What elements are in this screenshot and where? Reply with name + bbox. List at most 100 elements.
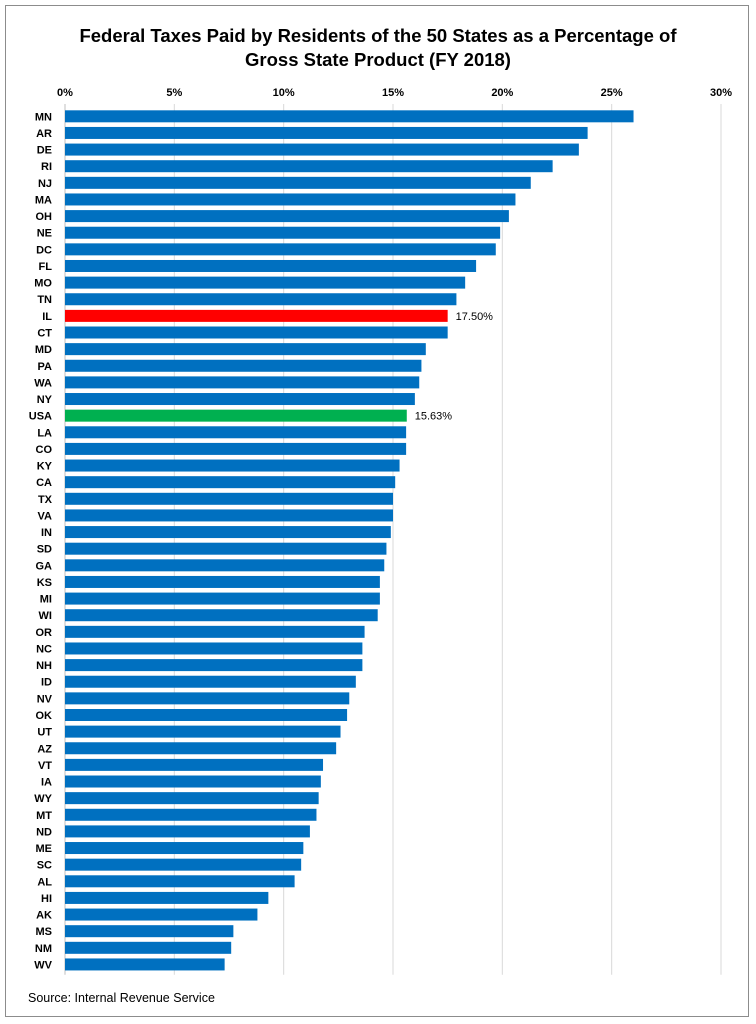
- bar: [65, 293, 457, 306]
- bar: [65, 925, 234, 938]
- category-label: NE: [37, 228, 52, 240]
- category-label: IA: [41, 777, 52, 789]
- category-label: WV: [34, 959, 52, 971]
- bar: [65, 642, 363, 655]
- category-label: LA: [37, 427, 52, 439]
- category-label: NY: [37, 394, 53, 406]
- category-label: CA: [36, 477, 52, 489]
- category-label: CT: [37, 328, 52, 340]
- bar: [65, 160, 553, 173]
- bar: [65, 426, 407, 439]
- category-label: IN: [41, 527, 52, 539]
- category-label: NV: [37, 693, 53, 705]
- bar: [65, 326, 448, 339]
- category-label: NC: [36, 643, 52, 655]
- bar: [65, 376, 420, 389]
- chart-title-line-1: Federal Taxes Paid by Residents of the 5…: [79, 25, 677, 46]
- x-tick-label: 20%: [491, 87, 513, 99]
- bar: [65, 226, 501, 239]
- bar: [65, 243, 496, 256]
- bar: [65, 309, 448, 322]
- bar: [65, 609, 378, 622]
- category-label: ND: [36, 826, 52, 838]
- category-label: VA: [38, 510, 53, 522]
- x-tick-label: 25%: [601, 87, 623, 99]
- category-label: OR: [36, 627, 53, 639]
- bar: [65, 708, 348, 721]
- category-label: GA: [36, 560, 53, 572]
- bar: [65, 343, 426, 356]
- x-tick-label: 10%: [273, 87, 295, 99]
- category-label: WI: [39, 610, 52, 622]
- bar: [65, 459, 400, 472]
- category-label: NM: [35, 943, 52, 955]
- bar: [65, 492, 393, 505]
- bar: [65, 725, 341, 738]
- chart-title: Federal Taxes Paid by Residents of the 5…: [0, 24, 756, 72]
- bar: [65, 842, 304, 855]
- category-label: KY: [37, 461, 53, 473]
- bar: [65, 775, 321, 788]
- category-label: AL: [37, 876, 52, 888]
- bar: [65, 808, 317, 821]
- bar: [65, 758, 324, 771]
- category-label: KS: [37, 577, 52, 589]
- category-label: VT: [38, 760, 52, 772]
- category-label: OK: [36, 710, 53, 722]
- bar: [65, 875, 295, 888]
- bar: [65, 742, 337, 755]
- bar: [65, 210, 509, 223]
- category-label: MS: [36, 926, 53, 938]
- bar: [65, 908, 258, 921]
- bar: [65, 941, 232, 954]
- category-label: OH: [36, 211, 53, 223]
- data-label: 15.63%: [415, 411, 453, 423]
- category-label: FL: [39, 261, 53, 273]
- bar: [65, 509, 393, 522]
- category-label: MD: [35, 344, 52, 356]
- bar: [65, 592, 380, 605]
- category-label: USA: [29, 411, 52, 423]
- bar: [65, 958, 225, 971]
- bar: [65, 359, 422, 372]
- category-label: MN: [35, 111, 52, 123]
- category-label: AR: [36, 128, 52, 140]
- x-tick-label: 15%: [382, 87, 404, 99]
- x-tick-label: 30%: [710, 87, 732, 99]
- category-label: TX: [38, 494, 53, 506]
- category-label: MA: [35, 194, 52, 206]
- category-label: MI: [40, 594, 52, 606]
- bar: [65, 259, 477, 272]
- category-label: IL: [42, 311, 52, 323]
- bar: [65, 675, 356, 688]
- bar: [65, 276, 466, 289]
- bar: [65, 659, 363, 672]
- category-label: AZ: [37, 743, 52, 755]
- bar: [65, 692, 350, 705]
- bar: [65, 193, 516, 206]
- category-label: DE: [37, 145, 52, 157]
- bar: [65, 143, 579, 156]
- category-label: ID: [41, 677, 52, 689]
- category-label: NJ: [38, 178, 52, 190]
- category-label: SC: [37, 860, 52, 872]
- bar: [65, 891, 269, 904]
- bar: [65, 858, 302, 871]
- source-note: Source: Internal Revenue Service: [28, 991, 215, 1005]
- bar: [65, 792, 319, 805]
- category-label: PA: [38, 361, 53, 373]
- category-label: WA: [34, 377, 52, 389]
- category-label: NH: [36, 660, 52, 672]
- category-label: ME: [36, 843, 53, 855]
- data-label: 17.50%: [456, 311, 494, 323]
- category-label: MT: [36, 810, 52, 822]
- category-label: SD: [37, 544, 52, 556]
- bar: [65, 176, 531, 189]
- bar: [65, 110, 634, 123]
- bar: [65, 575, 380, 588]
- category-label: RI: [41, 161, 52, 173]
- category-label: DC: [36, 244, 52, 256]
- category-label: MO: [34, 278, 52, 290]
- bar: [65, 526, 391, 539]
